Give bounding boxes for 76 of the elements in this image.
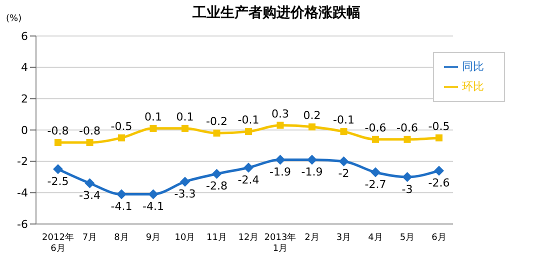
point — [276, 122, 284, 129]
data-label: -2.8 — [206, 180, 228, 193]
data-label: 0.1 — [144, 110, 162, 124]
data-label: -0.6 — [364, 121, 386, 134]
x-tick-label: 9月 — [146, 233, 161, 243]
point — [180, 176, 190, 187]
point — [118, 134, 125, 142]
point — [434, 166, 444, 176]
data-label: -0.2 — [206, 115, 228, 128]
data-label: -1.9 — [270, 166, 291, 179]
point — [404, 136, 411, 143]
point — [116, 189, 126, 200]
point — [213, 130, 220, 137]
point — [86, 139, 94, 146]
data-label: -0.8 — [47, 124, 69, 138]
y-tick-label: -4 — [17, 186, 28, 200]
data-label: -0.5 — [110, 120, 132, 133]
data-label: -4.1 — [142, 200, 164, 214]
point — [182, 124, 188, 132]
data-label: -0.6 — [396, 121, 418, 134]
data-label: -0.1 — [333, 114, 354, 127]
x-tick-label: 10月 — [174, 233, 196, 243]
x-tick-label: 8月 — [114, 233, 129, 243]
y-tick-label: -2 — [17, 155, 28, 168]
data-label: -3.3 — [174, 188, 196, 201]
point — [370, 167, 380, 178]
legend-label: 同比 — [462, 60, 484, 73]
data-label: -0.5 — [428, 120, 450, 133]
y-tick-label: -6 — [17, 218, 28, 231]
x-tick-label: 6月 — [432, 233, 446, 243]
point — [372, 136, 379, 143]
x-tick-label: 2012年 6月 — [42, 232, 74, 254]
y-tick-label: 6 — [21, 30, 28, 43]
point — [150, 124, 157, 132]
point — [212, 168, 222, 179]
x-tick-label: 5月 — [400, 233, 415, 243]
y-tick-label: 4 — [21, 61, 28, 74]
point — [54, 139, 62, 146]
x-tick-label: 11月 — [206, 233, 227, 243]
data-label: -2.5 — [47, 174, 69, 188]
point — [436, 134, 442, 142]
chart-title: 工业生产者购进价格涨跌幅 — [192, 5, 360, 21]
x-tick-label: 2月 — [304, 233, 320, 243]
point — [340, 128, 348, 136]
point — [402, 172, 412, 182]
x-tick-label: 2013年 1月 — [264, 232, 296, 254]
data-label: -2.7 — [364, 178, 386, 192]
y-axis-title: (%) — [6, 14, 22, 24]
point — [338, 156, 349, 166]
legend-label: 环比 — [462, 80, 484, 93]
data-label: 0.1 — [176, 110, 194, 124]
point — [308, 123, 316, 130]
x-tick-label: 4月 — [368, 233, 383, 243]
data-label: -2.6 — [428, 176, 450, 190]
data-label: -3.4 — [79, 189, 100, 202]
data-label: -4.1 — [110, 200, 132, 214]
x-tick-label: 7月 — [82, 233, 98, 243]
data-label: -3 — [402, 182, 413, 196]
y-tick-label: 2 — [21, 92, 28, 106]
point — [275, 154, 286, 165]
data-label: -2.4 — [238, 173, 260, 186]
point — [84, 178, 95, 188]
data-label: -1.9 — [301, 166, 323, 179]
data-label: -2 — [338, 167, 350, 180]
point — [245, 128, 252, 136]
data-label: 0.3 — [272, 107, 289, 120]
data-label: -0.1 — [238, 114, 260, 127]
x-tick-label: 3月 — [336, 233, 352, 243]
point — [307, 154, 317, 165]
y-tick-label: 0 — [21, 124, 28, 137]
point — [148, 189, 158, 200]
data-label: 0.2 — [303, 108, 321, 122]
x-tick-label: 12月 — [238, 233, 259, 243]
point — [53, 164, 63, 174]
data-label: -0.8 — [79, 124, 100, 138]
point — [244, 162, 254, 173]
